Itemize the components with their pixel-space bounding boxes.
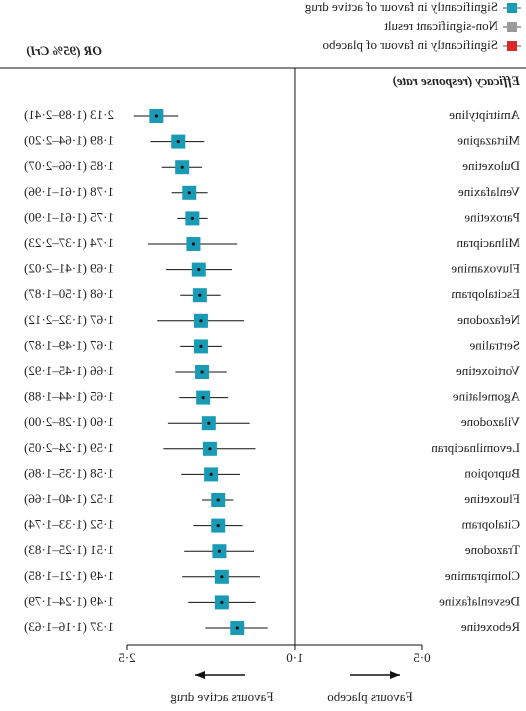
row-label: Venlafaxine (458, 184, 520, 199)
x-tick-label: 1·0 (286, 650, 303, 665)
estimate-dot (216, 524, 220, 528)
estimate-dot (220, 575, 224, 579)
estimate-dot (209, 472, 213, 476)
estimate-dot (197, 268, 201, 272)
favours-label: Favours active drug (170, 689, 274, 704)
estimate-label: 2·13 (1·89–2·41) (24, 107, 114, 122)
x-tick-label: 0·5 (413, 650, 430, 665)
row-label: Levomilnacipran (431, 440, 520, 455)
estimate-label: 1·68 (1·50–1·87) (24, 286, 114, 301)
legend-label: Significantly in favour of placebo (323, 37, 498, 52)
row-label: Milnacipran (456, 235, 520, 250)
row-label: Clomipramine (445, 568, 520, 583)
estimate-dot (207, 421, 211, 425)
estimate-dot (208, 447, 212, 451)
estimate-label: 1·66 (1·45–1·92) (24, 363, 114, 378)
estimate-label: 1·37 (1·16–1·63) (24, 619, 114, 634)
legend-swatch (507, 41, 517, 51)
row-label: Reboxetine (461, 619, 520, 634)
estimate-dot (187, 191, 191, 195)
estimate-dot (176, 140, 180, 144)
row-label: Nefazodone (457, 312, 520, 327)
arrow-head (390, 671, 400, 679)
row-label: Fluoxetine (464, 491, 520, 506)
estimate-dot (198, 293, 202, 297)
row-label: Desvenlafaxine (439, 593, 520, 608)
estimate-dot (154, 114, 158, 118)
row-label: Vilazodone (461, 414, 520, 429)
estimate-label: 1·78 (1·61–1·96) (24, 184, 114, 199)
section-header: Efficacy (response rate) (392, 73, 521, 88)
estimate-label: 1·74 (1·37–2·23) (24, 235, 114, 250)
row-label: Duloxetine (462, 158, 520, 173)
estimate-label: 1·52 (1·40–1·66) (24, 491, 114, 506)
legend-label: Non-significant result (384, 18, 498, 33)
estimate-dot (199, 319, 203, 323)
estimate-label: 1·67 (1·32–2·12) (24, 312, 114, 327)
estimate-dot (199, 344, 203, 348)
row-label: Paroxetine (464, 209, 520, 224)
row-label: Agomelatine (453, 389, 520, 404)
estimate-dot (191, 242, 196, 246)
row-label: Trazodone (465, 542, 520, 557)
arrow-head (195, 671, 205, 679)
row-label: Citalopram (462, 517, 521, 532)
estimate-label: 1·58 (1·35–1·86) (24, 465, 114, 480)
estimate-label: 1·85 (1·66–2·07) (24, 158, 114, 173)
x-tick-label: 2·5 (118, 650, 135, 665)
estimate-label: 1·67 (1·49–1·87) (24, 337, 114, 352)
row-label: Vortioxetine (456, 363, 520, 378)
estimate-label: 1·65 (1·44–1·88) (24, 389, 114, 404)
row-label: Bupropion (464, 465, 520, 480)
estimate-label: 1·60 (1·28–2·00) (24, 414, 114, 429)
estimate-dot (190, 216, 194, 220)
estimate-dot (201, 396, 205, 400)
estimate-label: 1·49 (1·21–1·85) (24, 568, 114, 583)
estimate-label: 1·75 (1·61–1·90) (24, 209, 114, 224)
row-label: Amitriptyline (449, 107, 520, 122)
estimate-dot (217, 549, 222, 553)
estimate-dot (200, 370, 204, 374)
row-label: Escitalopram (451, 286, 520, 301)
estimate-dot (220, 600, 224, 605)
legend-swatch (507, 22, 517, 32)
row-label: Mirtazapine (457, 133, 520, 148)
estimate-label: 1·52 (1·33–1·74) (24, 517, 114, 532)
row-label: Sertraline (469, 337, 520, 352)
legend-label: Significantly in favour of active drug (304, 0, 498, 14)
estimate-label: 1·89 (1·64–2·20) (24, 133, 114, 148)
legend-swatch (507, 3, 517, 13)
row-label: Fluvoxamine (451, 261, 520, 276)
estimate-header: OR (95% CrI) (26, 43, 102, 58)
estimate-dot (180, 165, 184, 169)
estimate-dot (216, 498, 220, 502)
estimate-label: 1·59 (1·24–2·05) (24, 440, 114, 455)
favours-label: Favours placebo (327, 689, 413, 704)
estimate-label: 1·49 (1·24–1·79) (24, 593, 114, 608)
estimate-label: 1·69 (1·41–2·02) (24, 261, 114, 276)
estimate-label: 1·51 (1·25–1·83) (24, 542, 114, 557)
estimate-dot (235, 626, 239, 630)
